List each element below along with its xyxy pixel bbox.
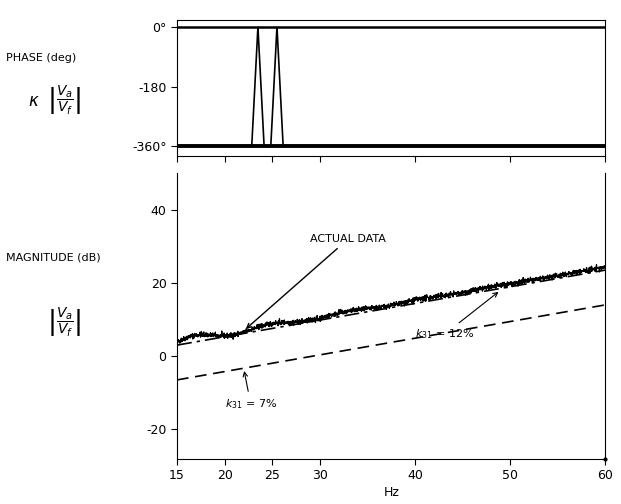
Text: MAGNITUDE (dB): MAGNITUDE (dB) [6, 252, 101, 262]
Text: PHASE (deg): PHASE (deg) [6, 53, 76, 63]
Text: $\left|\dfrac{V_a}{V_f}\right|$: $\left|\dfrac{V_a}{V_f}\right|$ [47, 306, 81, 339]
Text: ACTUAL DATA: ACTUAL DATA [247, 234, 386, 328]
Text: $k_{31}$ = 7%: $k_{31}$ = 7% [225, 372, 277, 411]
Text: $k_{31}$ = 12%: $k_{31}$ = 12% [415, 292, 497, 341]
Text: $\left|\dfrac{V_a}{V_f}\right|$: $\left|\dfrac{V_a}{V_f}\right|$ [47, 84, 81, 117]
X-axis label: Hz: Hz [383, 486, 399, 499]
Text: $\kappa$: $\kappa$ [28, 92, 40, 110]
